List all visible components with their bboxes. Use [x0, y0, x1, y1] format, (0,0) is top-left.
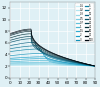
Legend: 0.1, 0.2, 0.3, 0.5, 0.7, 1, 1.5, 2, 3, 5, 7, 10, 15, 20, 30, 50, 70, 100: 0.1, 0.2, 0.3, 0.5, 0.7, 1, 1.5, 2, 3, 5… — [75, 3, 94, 42]
